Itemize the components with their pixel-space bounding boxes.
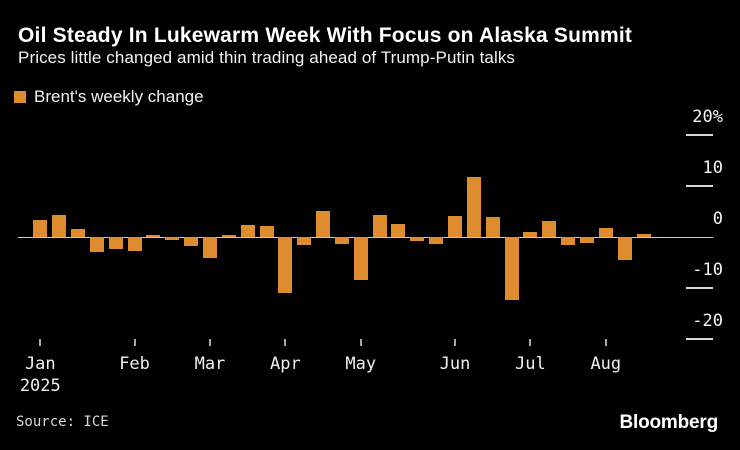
weekly-change-bar <box>353 237 368 280</box>
y-axis-tick <box>686 338 713 340</box>
x-axis-tick <box>359 339 362 346</box>
y-axis-tick <box>686 185 713 187</box>
weekly-change-bar <box>429 237 444 244</box>
x-axis-tick <box>454 339 456 346</box>
x-axis-tick <box>529 339 532 346</box>
x-axis-month-label: Apr <box>269 354 301 374</box>
weekly-change-bar <box>259 225 274 237</box>
x-axis-tick <box>133 339 136 346</box>
weekly-change-bar <box>89 237 104 252</box>
x-axis-tick <box>604 339 607 346</box>
weekly-change-bar <box>372 214 387 237</box>
weekly-change-bar <box>504 237 519 300</box>
weekly-change-bar <box>33 220 48 237</box>
bloomberg-logo: Bloomberg <box>619 412 719 433</box>
y-axis-tick <box>686 134 713 136</box>
weekly-change-bar <box>579 237 594 243</box>
x-axis-month-label: Jun <box>439 354 471 374</box>
weekly-change-bar <box>127 237 142 251</box>
weekly-change-bar <box>561 237 576 245</box>
y-axis-label: -10 <box>692 260 723 280</box>
source-note: Source: ICE <box>16 414 109 430</box>
weekly-change-bar <box>108 237 123 249</box>
x-axis-tick <box>208 339 211 346</box>
weekly-change-bar <box>542 220 557 237</box>
weekly-change-bar <box>184 237 199 246</box>
weekly-change-bar <box>316 210 331 237</box>
weekly-change-bar <box>71 229 85 237</box>
chart-subtitle: Prices little changed amid thin trading … <box>18 48 516 67</box>
weekly-change-bar <box>391 224 406 237</box>
weekly-change-bar <box>221 234 236 237</box>
x-axis-tick <box>284 339 287 346</box>
weekly-change-bar <box>334 237 349 244</box>
weekly-change-bar <box>240 225 255 237</box>
x-axis-month-label: Aug <box>590 354 622 374</box>
y-axis-label: 10 <box>702 158 723 178</box>
weekly-change-bar <box>52 214 67 237</box>
x-axis-month-label: Feb <box>119 354 150 374</box>
weekly-change-bar <box>617 237 632 261</box>
legend: Brent's weekly change <box>14 87 204 107</box>
weekly-change-bar <box>448 216 462 237</box>
weekly-change-bar <box>165 237 180 241</box>
weekly-change-bar <box>523 232 538 237</box>
y-axis-label: 20% <box>692 107 723 127</box>
weekly-change-bar <box>598 227 613 237</box>
weekly-change-bar <box>278 237 293 294</box>
x-axis-year-label: 2025 <box>19 376 61 396</box>
x-axis-tick <box>39 339 42 346</box>
weekly-change-bar <box>636 234 651 237</box>
weekly-change-bar <box>485 217 500 237</box>
x-axis-month-label: Jul <box>515 354 546 374</box>
legend-swatch-icon <box>14 91 26 103</box>
x-axis-month-label: May <box>345 354 377 374</box>
weekly-change-bar <box>297 237 312 245</box>
weekly-change-bar <box>466 176 481 237</box>
x-axis-month-label: Jan <box>24 354 56 374</box>
x-axis-month-label: Mar <box>194 354 226 374</box>
chart-title: Oil Steady In Lukewarm Week With Focus o… <box>18 24 633 47</box>
y-axis-label: 0 <box>712 209 723 229</box>
weekly-change-bar <box>146 235 161 237</box>
legend-label: Brent's weekly change <box>34 87 204 106</box>
y-axis-label: -20 <box>692 311 723 331</box>
y-axis-tick <box>686 287 713 289</box>
weekly-change-bar <box>202 237 217 258</box>
weekly-change-bar <box>410 237 425 242</box>
